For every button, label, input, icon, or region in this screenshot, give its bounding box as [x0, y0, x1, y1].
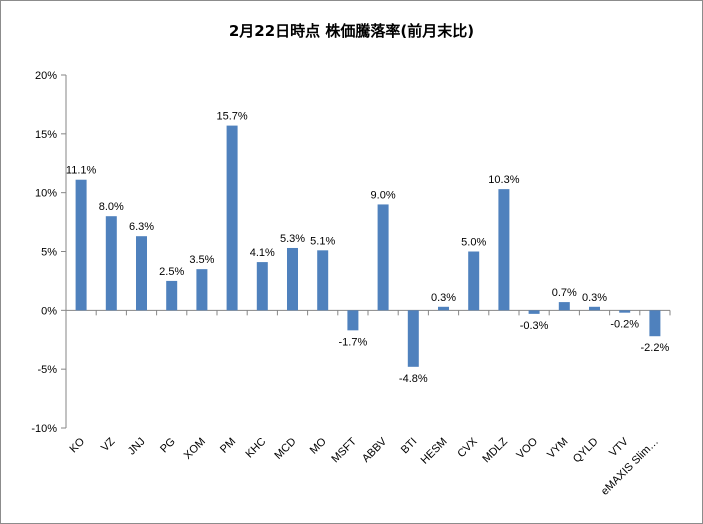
- x-tick-label: PG: [158, 436, 178, 456]
- bar: [287, 247, 298, 311]
- bar: [226, 125, 238, 311]
- data-label: 5.1%: [310, 235, 335, 247]
- data-label: 8.0%: [99, 201, 124, 213]
- x-tick-label: VZ: [99, 435, 118, 454]
- x-tick-label: BTI: [399, 436, 420, 457]
- x-tick-label: MCD: [272, 436, 298, 462]
- bar: [498, 189, 510, 311]
- chart-title: 2月22日時点 株価騰落率(前月末比): [228, 22, 475, 40]
- x-tick-label: CVX: [455, 435, 480, 460]
- bar: [528, 310, 540, 314]
- bar: [377, 204, 389, 311]
- bar: [347, 310, 359, 331]
- x-tick-label: VYM: [545, 436, 570, 461]
- bar: [619, 310, 631, 313]
- data-label: -1.7%: [339, 336, 368, 348]
- x-tick-label: ABBV: [360, 435, 390, 465]
- y-tick-label: -5%: [37, 364, 57, 376]
- bar: [649, 310, 661, 337]
- bar: [558, 302, 570, 311]
- data-label: 15.7%: [216, 111, 247, 123]
- data-label: 5.0%: [461, 237, 486, 249]
- x-tick-label: JNJ: [126, 436, 148, 458]
- y-tick-label: 10%: [35, 188, 57, 200]
- x-tick-label: MO: [308, 435, 329, 456]
- bar: [166, 280, 178, 311]
- y-tick-label: 20%: [35, 70, 57, 82]
- bar: [136, 236, 147, 311]
- x-tick-label: MSFT: [329, 435, 359, 465]
- data-label: -0.2%: [610, 319, 639, 331]
- data-label: 4.1%: [250, 247, 275, 259]
- bar: [468, 251, 480, 311]
- x-tick-label: QYLD: [571, 436, 601, 466]
- bar: [75, 179, 87, 311]
- y-tick-label: -10%: [31, 423, 57, 435]
- data-label: 2.5%: [159, 266, 184, 278]
- x-tick-label: HESM: [419, 436, 450, 467]
- bar: [196, 269, 208, 311]
- data-label: -2.2%: [641, 342, 670, 354]
- x-tick-label: MDLZ: [480, 435, 510, 465]
- x-tick-label: VOO: [514, 435, 540, 461]
- y-tick-label: 5%: [41, 247, 57, 259]
- data-label: 0.3%: [582, 292, 607, 304]
- data-label: 11.1%: [66, 165, 97, 177]
- x-tick-label: PM: [218, 436, 238, 456]
- data-label: 5.3%: [280, 233, 305, 245]
- x-tick-label: KO: [67, 435, 87, 455]
- y-tick-label: 15%: [35, 129, 57, 141]
- bar: [317, 250, 329, 311]
- x-tick-label: XOM: [182, 436, 208, 462]
- data-label: 0.7%: [552, 287, 577, 299]
- y-tick-label: 0%: [41, 305, 57, 317]
- bar: [589, 306, 600, 311]
- bar: [105, 216, 117, 311]
- data-label: 9.0%: [371, 189, 396, 201]
- data-label: 3.5%: [189, 254, 214, 266]
- bar: [407, 310, 419, 367]
- x-tick-label: VTV: [607, 435, 631, 459]
- data-label: -0.3%: [520, 320, 549, 332]
- data-label: -4.8%: [399, 373, 428, 385]
- data-label: 10.3%: [488, 174, 519, 186]
- x-tick-label: KHC: [244, 436, 269, 461]
- bar: [256, 262, 268, 311]
- bar: [438, 306, 449, 311]
- data-label: 6.3%: [129, 221, 154, 233]
- data-label: 0.3%: [431, 292, 456, 304]
